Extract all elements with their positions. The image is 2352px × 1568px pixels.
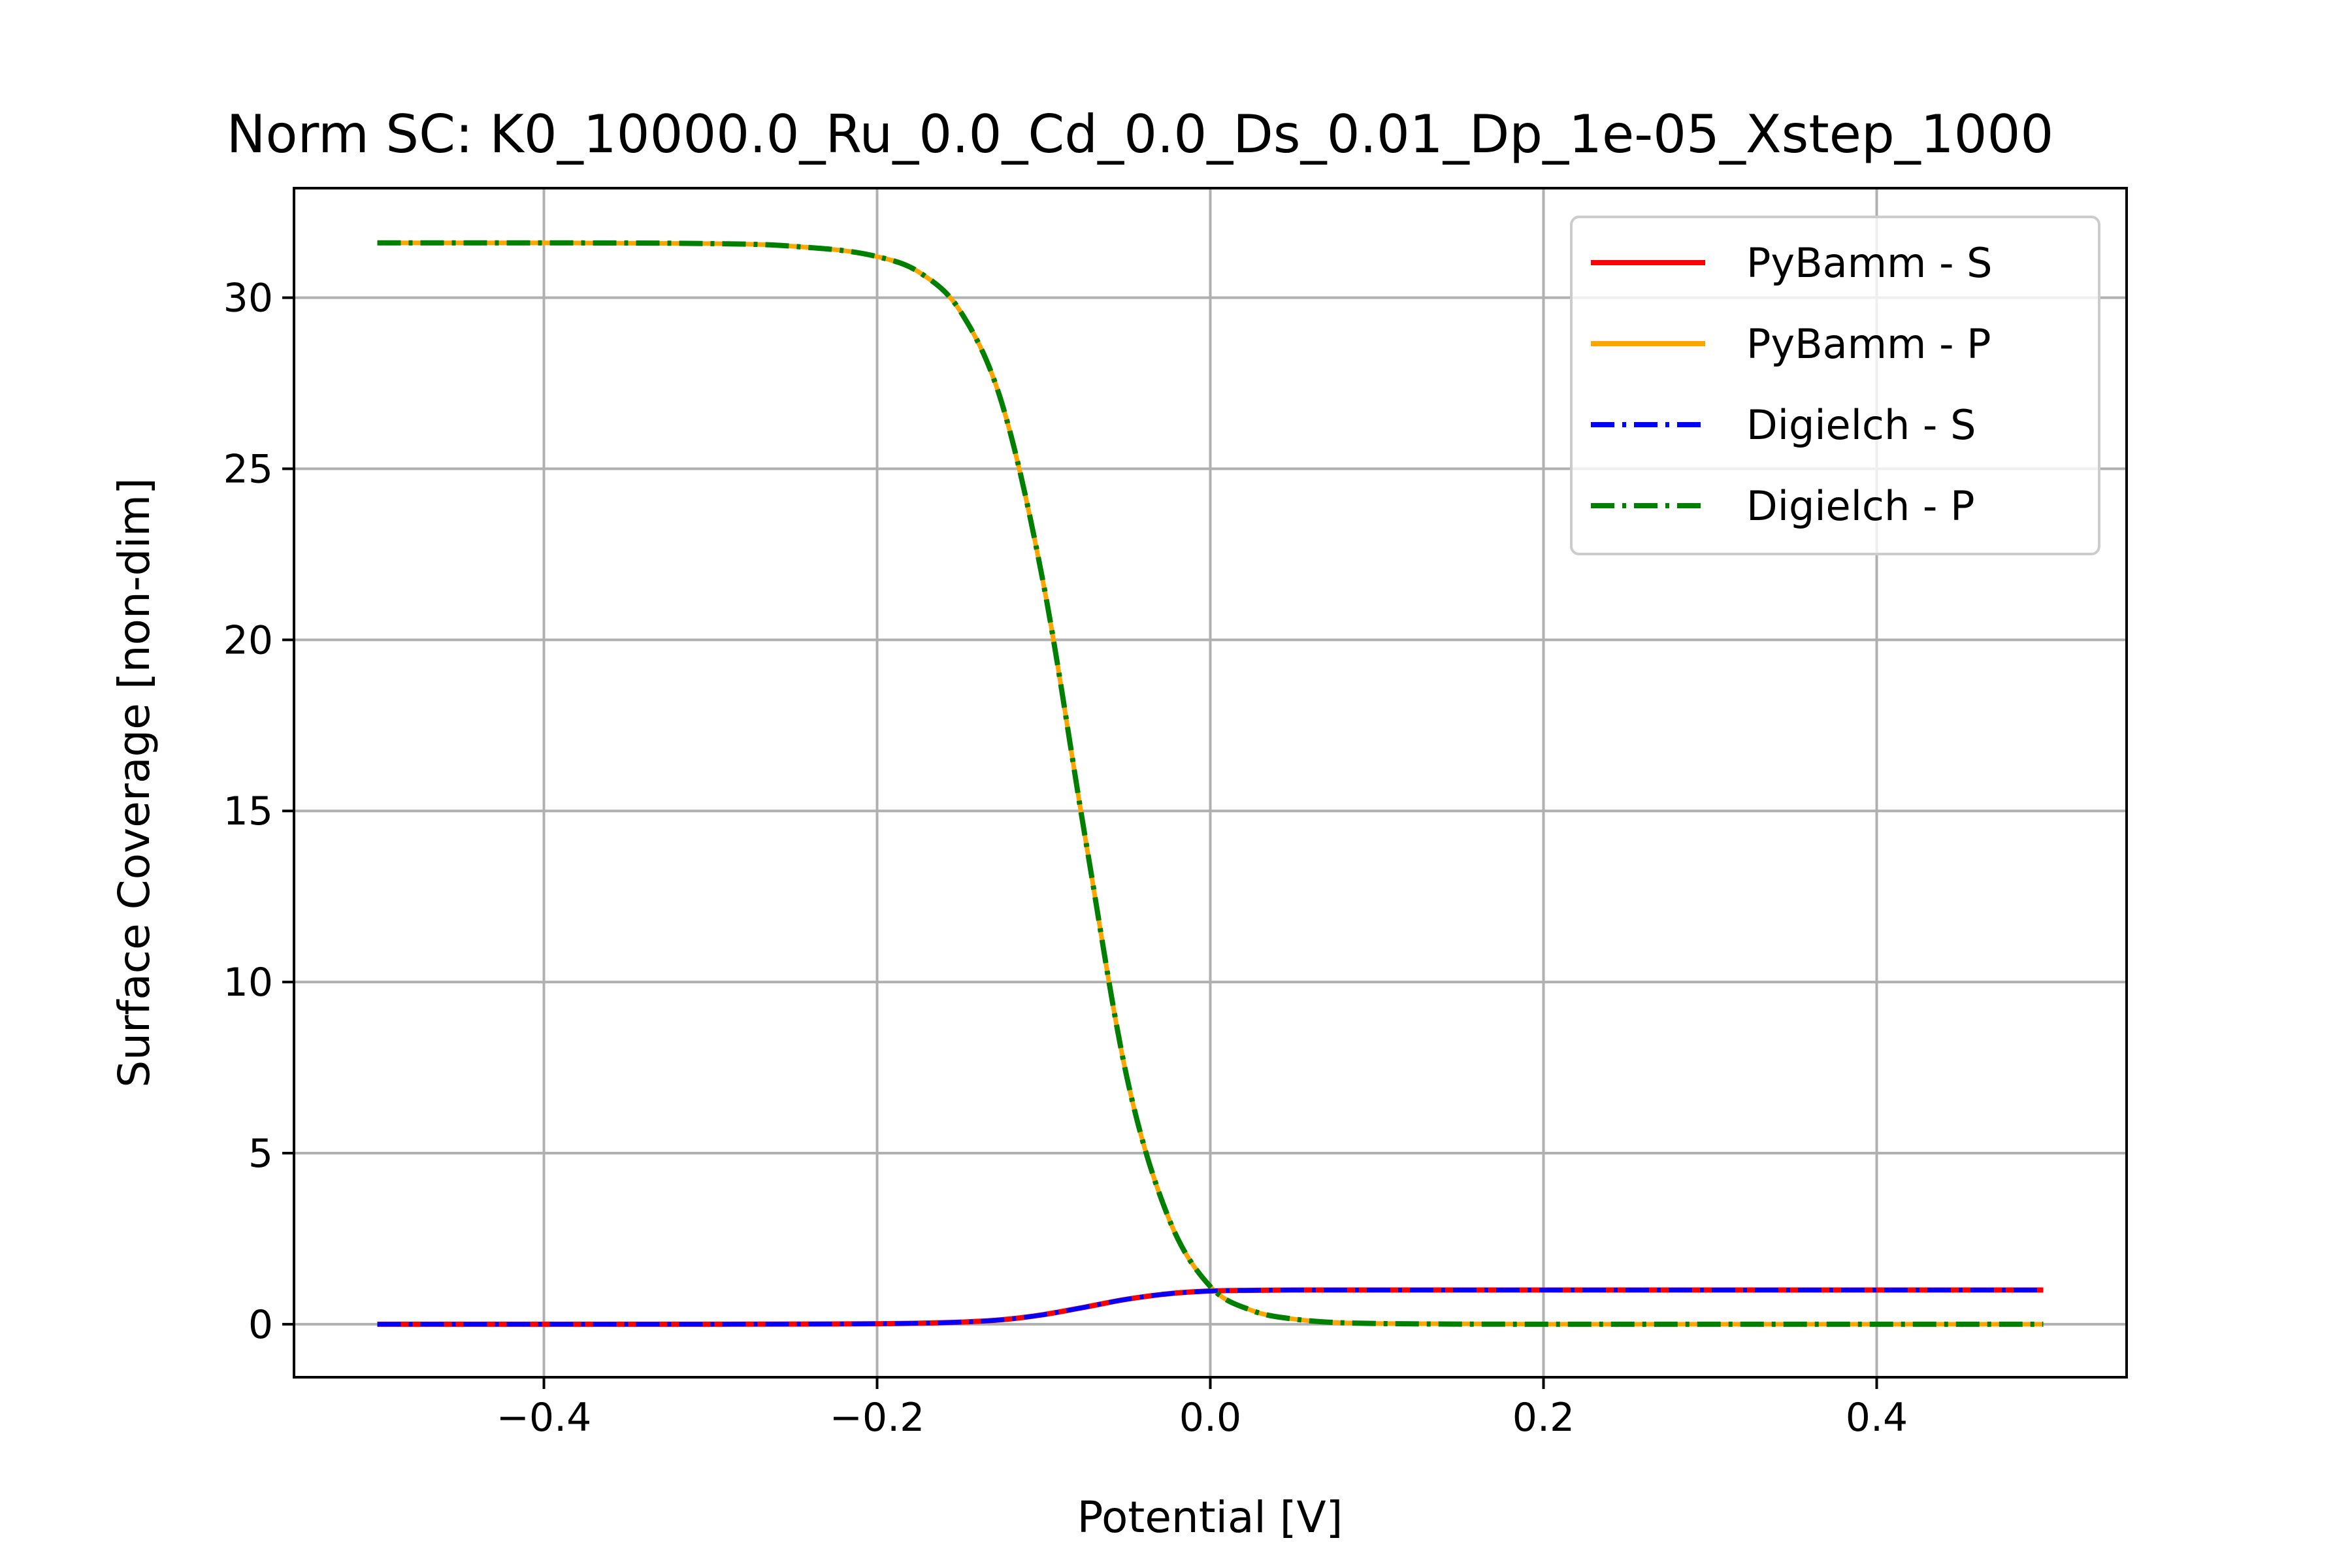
y-axis-label: Surface Coverage [non-dim] (109, 478, 159, 1087)
series-line-3 (377, 1287, 2044, 1327)
y-tick-label: 20 (223, 617, 273, 663)
legend-label: PyBamm - P (1746, 320, 1991, 368)
legend: PyBamm - S PyBamm - P Digielch - S Digielch… (1570, 216, 2100, 555)
x-tick-label: −0.2 (830, 1395, 925, 1441)
legend-label: PyBamm - S (1746, 239, 1993, 287)
y-tick-label: 30 (223, 276, 273, 321)
y-tick-label: 25 (223, 446, 273, 492)
x-tick-label: −0.4 (497, 1395, 592, 1441)
y-tick-label: 10 (223, 960, 273, 1005)
series-line-2 (377, 240, 2044, 1327)
x-tick-label: 0.4 (1846, 1395, 1908, 1441)
chart-title: Norm SC: K0_10000.0_Ru_0.0_Cd_0.0_Ds_0.0… (227, 104, 2054, 165)
y-tick-label: 15 (223, 789, 273, 834)
y-axis-ticks: 0 5 10 15 20 25 30 (223, 276, 294, 1348)
legend-box (1570, 216, 2100, 555)
legend-label: Digielch - S (1746, 401, 1976, 449)
y-tick-label: 5 (248, 1131, 273, 1177)
x-axis-ticks: −0.4 −0.2 0.0 0.2 0.4 (497, 1377, 1908, 1441)
legend-label: Digielch - P (1746, 482, 1974, 530)
x-axis-label: Potential [V] (1077, 1492, 1343, 1543)
x-tick-label: 0.0 (1179, 1395, 1241, 1441)
y-tick-label: 0 (248, 1302, 273, 1348)
series-lines (377, 240, 2044, 1327)
x-tick-label: 0.2 (1512, 1395, 1575, 1441)
